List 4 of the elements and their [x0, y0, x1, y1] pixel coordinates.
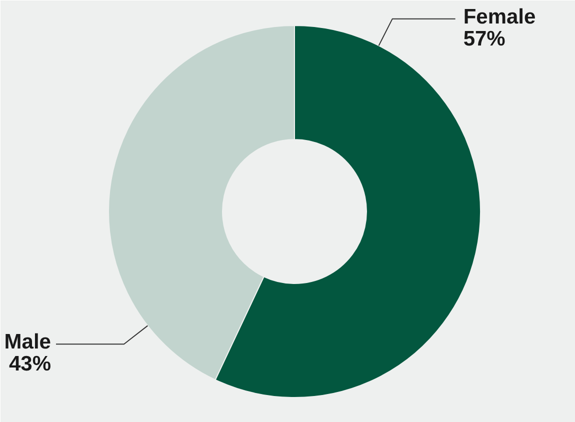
slice-label: Female: [463, 5, 536, 28]
data-label: 57%: [463, 27, 506, 50]
slice-label: Male: [4, 330, 51, 354]
data-label: 43%: [8, 352, 52, 376]
